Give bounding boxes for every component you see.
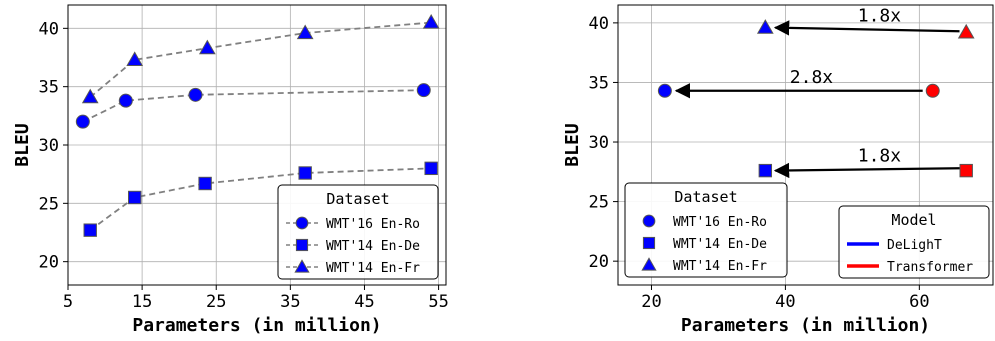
x-axis-label: Parameters (in million)	[132, 315, 381, 336]
data-point-triangle	[422, 13, 440, 29]
legend-frame	[277, 184, 439, 280]
data-point-circle	[416, 83, 431, 98]
legend-label: WMT'14 En-Fr	[326, 261, 420, 276]
plot-frame	[617, 4, 994, 286]
legend-frame	[624, 182, 788, 278]
y-tick-label: 35	[589, 73, 609, 93]
x-tick-label: 20	[641, 292, 661, 312]
speedup-label: 1.8x	[858, 145, 902, 166]
series-line	[82, 89, 424, 123]
legend-frame	[838, 205, 990, 279]
y-tick-label: 25	[589, 193, 609, 213]
data-point-triangle	[126, 51, 144, 66]
data-point-circle	[657, 83, 672, 98]
data-point-triangle	[198, 39, 216, 55]
left-chart: 5 15 25 35 45 55 20 25 30 35 40 Parameters (in mill…	[12, 4, 449, 336]
y-tick-label: 30	[589, 133, 609, 153]
y-tick-label: 30	[39, 136, 59, 156]
data-point-circle	[75, 114, 90, 129]
annotation-arrow: 1.8x	[773, 145, 960, 179]
plot-frame	[67, 4, 447, 286]
y-tick-label: 25	[39, 194, 59, 214]
data-point-square	[424, 161, 438, 176]
legend-label: WMT'14 En-De	[326, 239, 420, 254]
legend-label: WMT'16 En-Ro	[326, 217, 420, 232]
right-chart: 20 40 60 20 25 30 35 40 Parameters (in million) B…	[562, 4, 994, 336]
data-point-circle	[188, 87, 203, 102]
legend-marker	[642, 214, 656, 228]
annotation-arrow: 1.8x	[773, 5, 960, 36]
y-tick-label: 35	[39, 78, 59, 98]
legend-label: WMT'14 En-Fr	[673, 259, 767, 274]
x-tick-label: 25	[206, 292, 226, 312]
series-triangle	[81, 13, 440, 104]
x-tick-label: 60	[909, 292, 929, 312]
legend-label: Transformer	[887, 260, 973, 275]
data-point-triangle	[296, 24, 314, 40]
data-point-triangle	[957, 23, 975, 39]
x-tick-label: 35	[280, 292, 300, 312]
arrow-line	[773, 20, 960, 36]
legend-marker	[295, 216, 309, 230]
legend-marker	[642, 236, 656, 250]
legend-label: WMT'14 En-De	[673, 237, 767, 252]
data-point-square	[83, 223, 97, 237]
legend-marker	[295, 238, 309, 252]
legend-marker	[641, 257, 657, 271]
data-point-circle	[925, 83, 940, 98]
x-axis-label: Parameters (in million)	[681, 315, 930, 336]
annotation-arrow: 2.8x	[674, 67, 923, 99]
legend-label: WMT'16 En-Ro	[673, 215, 767, 230]
data-point-triangle	[81, 88, 99, 104]
legend-dataset: Dataset WMT'16 En-Ro WMT'14 En-De WMT'14 En…	[277, 184, 439, 280]
legend-title: Model	[891, 211, 936, 229]
legend-dataset: Dataset WMT'16 En-Ro WMT'14 En-De WMT'14 En…	[624, 182, 788, 278]
series-line	[89, 21, 432, 98]
y-axis-label: BLEU	[12, 123, 33, 166]
data-point-triangle	[756, 19, 774, 34]
series-circle	[75, 83, 431, 129]
legend-title: Dataset	[326, 190, 389, 208]
legend-model: Model DeLighT Transformer	[838, 205, 990, 279]
speedup-label: 1.8x	[858, 5, 902, 26]
x-tick-label: 5	[63, 292, 73, 312]
data-point-square	[298, 166, 312, 180]
data-point-square	[959, 163, 973, 178]
data-point-square	[198, 176, 212, 191]
data-point-square	[128, 190, 142, 205]
arrow-line	[773, 162, 960, 179]
data-point-square	[758, 163, 773, 178]
legend-marker	[294, 259, 310, 273]
y-tick-label: 20	[39, 253, 59, 273]
y-tick-label: 20	[589, 252, 609, 272]
x-tick-label: 15	[132, 292, 152, 312]
data-point-circle	[118, 93, 133, 108]
y-tick-label: 40	[39, 19, 59, 39]
speedup-label: 2.8x	[790, 67, 834, 88]
series-square	[83, 161, 438, 237]
x-tick-label: 55	[428, 292, 448, 312]
x-tick-label: 40	[775, 292, 795, 312]
y-axis-label: BLEU	[562, 123, 583, 166]
x-tick-label: 45	[354, 292, 374, 312]
legend-label: DeLighT	[887, 238, 942, 253]
y-tick-label: 40	[589, 14, 609, 34]
legend-title: Dataset	[674, 188, 737, 206]
